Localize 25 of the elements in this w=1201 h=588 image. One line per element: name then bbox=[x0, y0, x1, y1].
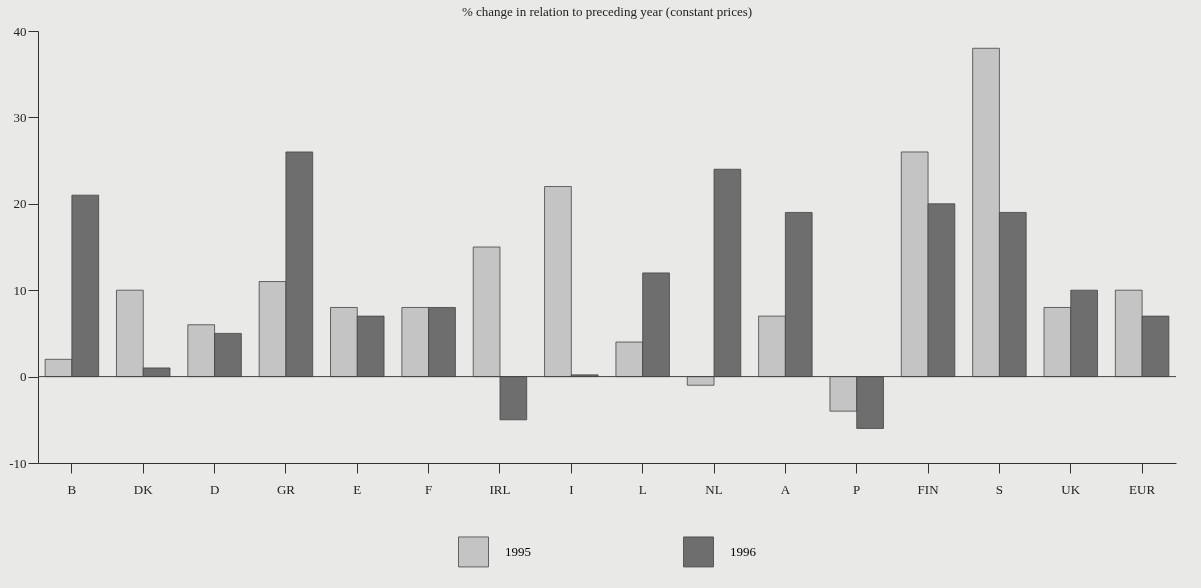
x-tick-label: NL bbox=[705, 481, 723, 497]
y-tick-label: 30 bbox=[13, 109, 27, 125]
x-tick-label: E bbox=[353, 481, 362, 497]
x-tick-label: FIN bbox=[917, 481, 940, 497]
x-tick-label: EUR bbox=[1129, 481, 1156, 497]
x-tick-label: GR bbox=[276, 481, 296, 497]
x-tick-label: S bbox=[995, 481, 1004, 497]
y-tick-label: -10 bbox=[9, 455, 27, 471]
x-tick-label: I bbox=[569, 481, 574, 497]
x-tick-label: A bbox=[780, 481, 791, 497]
x-tick-label: P bbox=[853, 481, 861, 497]
legend-label: 1996 bbox=[730, 543, 757, 559]
y-tick-label: 10 bbox=[13, 282, 27, 298]
y-tick-label: 40 bbox=[13, 23, 27, 39]
x-tick-label: F bbox=[425, 481, 433, 497]
x-tick-label: B bbox=[67, 481, 77, 497]
x-tick-label: D bbox=[209, 481, 220, 497]
x-tick-label: UK bbox=[1061, 481, 1081, 497]
y-tick-label: 0 bbox=[20, 369, 27, 385]
y-tick-label: 20 bbox=[13, 196, 27, 212]
legend-label: 1995 bbox=[505, 543, 531, 559]
chart-title: % change in relation to preceding year (constant prices) bbox=[461, 4, 753, 19]
x-tick-label: L bbox=[638, 481, 647, 497]
x-tick-label: IRL bbox=[489, 481, 511, 497]
x-tick-label: DK bbox=[133, 481, 154, 497]
